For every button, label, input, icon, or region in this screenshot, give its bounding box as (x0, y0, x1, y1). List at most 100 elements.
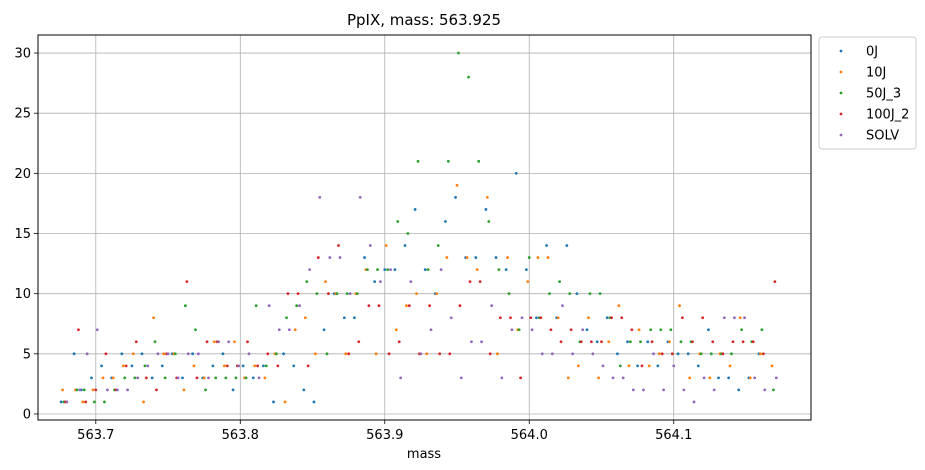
data-point (275, 352, 278, 356)
data-point (721, 352, 725, 356)
data-point (358, 196, 362, 199)
data-point (123, 376, 127, 380)
data-point (72, 352, 76, 356)
data-point (741, 340, 745, 344)
data-point (620, 316, 624, 320)
data-point (84, 400, 88, 404)
data-point (598, 292, 602, 296)
data-point (142, 400, 145, 404)
legend-label: 0J (866, 45, 878, 60)
chart-title: PpIX, mass: 563.925 (347, 11, 501, 29)
data-point (186, 352, 190, 356)
y-tick-label: 0 (23, 407, 31, 422)
data-point (256, 364, 260, 368)
data-point (394, 328, 398, 332)
data-point (647, 364, 651, 368)
data-point (162, 352, 166, 356)
data-point (581, 328, 585, 332)
data-point (221, 352, 225, 356)
data-point (565, 244, 569, 247)
data-point (682, 388, 686, 392)
data-point (566, 376, 570, 380)
data-point (285, 316, 288, 320)
data-point (120, 352, 124, 356)
y-tick-label: 25 (14, 107, 31, 122)
data-point (153, 340, 157, 344)
data-point (377, 304, 381, 308)
data-point (691, 340, 694, 344)
data-point (672, 364, 676, 368)
data-point (639, 340, 642, 344)
data-point (662, 388, 666, 392)
data-point (306, 364, 310, 368)
data-point (397, 340, 401, 344)
data-point (233, 340, 236, 344)
data-point (363, 256, 366, 259)
legend-label: SOLV (866, 129, 899, 144)
legend-label: 50J_3 (866, 87, 901, 102)
data-point (728, 364, 732, 368)
data-point (257, 376, 261, 380)
data-point (621, 376, 625, 380)
data-point (152, 316, 155, 320)
data-point (692, 400, 696, 404)
data-point (576, 364, 580, 368)
data-point (263, 376, 267, 380)
data-point (267, 304, 271, 308)
data-point (144, 376, 148, 380)
data-point (202, 376, 206, 380)
data-point (467, 75, 470, 79)
data-point (773, 280, 777, 284)
data-point (428, 304, 431, 308)
data-point (688, 376, 692, 380)
data-point (325, 352, 329, 356)
data-point (146, 364, 150, 368)
data-point (701, 316, 705, 320)
data-point (116, 388, 119, 392)
data-point (133, 376, 137, 380)
data-point (484, 208, 488, 211)
data-point (740, 328, 744, 332)
data-point (510, 328, 514, 332)
data-point (490, 304, 494, 308)
y-tick-label: 20 (14, 167, 31, 182)
data-point (276, 364, 280, 368)
data-point (526, 280, 530, 284)
data-point (59, 400, 63, 404)
data-point (702, 376, 706, 380)
data-point (176, 376, 180, 380)
data-point (659, 328, 663, 332)
data-point (589, 340, 593, 344)
data-point (731, 340, 735, 344)
data-point (529, 316, 533, 320)
data-point (591, 352, 595, 356)
data-point (536, 256, 540, 259)
data-point (498, 316, 502, 320)
data-point (425, 352, 429, 356)
data-point (497, 268, 501, 272)
data-point (156, 352, 160, 356)
data-point (345, 292, 349, 296)
data-point (480, 340, 483, 344)
data-point (686, 352, 690, 356)
data-point (446, 159, 450, 163)
legend-marker (839, 112, 843, 116)
data-point (477, 159, 481, 163)
data-point (500, 376, 504, 380)
data-point (733, 316, 736, 320)
x-tick-label: 563.9 (366, 428, 403, 443)
data-point (231, 388, 235, 392)
data-point (131, 352, 135, 356)
data-point (399, 376, 403, 380)
y-tick-label: 5 (23, 347, 31, 362)
data-point (631, 388, 635, 392)
data-point (561, 304, 564, 308)
data-point (322, 328, 326, 332)
data-point (104, 352, 108, 356)
data-point (386, 268, 390, 272)
data-points (59, 51, 778, 404)
data-point (626, 340, 629, 344)
data-point (448, 352, 452, 356)
data-point (681, 316, 684, 320)
data-point (143, 364, 147, 368)
